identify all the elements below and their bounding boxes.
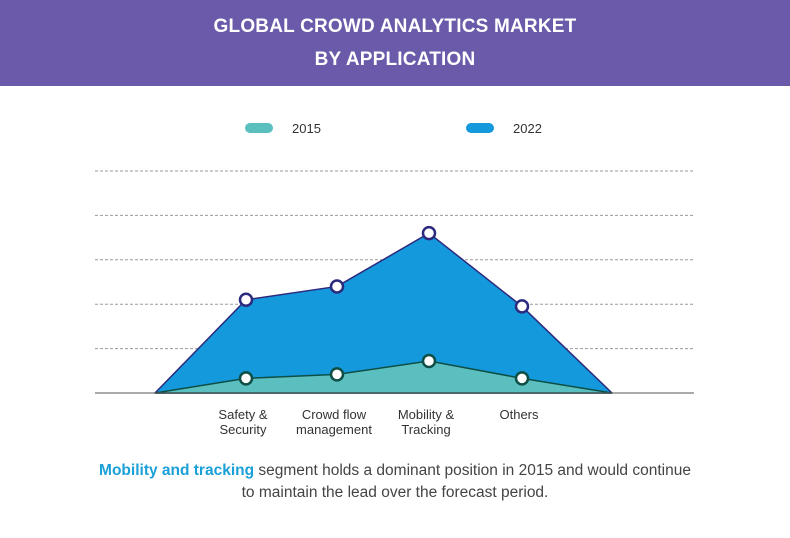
chart-title-line-2: BY APPLICATION <box>314 49 476 70</box>
legend-item-2022: 2022 <box>466 119 542 137</box>
data-point-2015-2 <box>421 353 437 369</box>
footnote-highlight: Mobility and tracking <box>99 462 255 479</box>
data-point-2022-1 <box>329 279 345 294</box>
footnote-text: segment holds a dominant position in 201… <box>241 462 691 501</box>
x-tick-label: Others <box>499 407 539 422</box>
legend-label-2022: 2022 <box>513 120 542 136</box>
x-tick-label: Mobility & Tracking <box>398 407 455 437</box>
x-tick-label: Safety & Security <box>218 407 267 437</box>
data-point-2022-2 <box>421 225 437 241</box>
data-point-2022-0 <box>238 292 254 308</box>
data-point-2015-1 <box>329 367 345 382</box>
x-tick-label: Crowd flow management <box>296 407 372 437</box>
chart-title-line-1: GLOBAL CROWD ANALYTICS MARKET <box>213 16 577 37</box>
chart-header: GLOBAL CROWD ANALYTICS MARKET BY APPLICA… <box>0 0 790 86</box>
legend-swatch-2015 <box>245 123 273 133</box>
legend-label-2015: 2015 <box>292 120 321 136</box>
data-point-2022-3 <box>514 299 530 314</box>
data-point-2015-0 <box>238 371 254 386</box>
legend-swatch-2022 <box>466 123 494 133</box>
legend-item-2015: 2015 <box>245 119 321 137</box>
chart-footnote: Mobility and tracking segment holds a do… <box>95 460 695 504</box>
data-point-2015-3 <box>514 371 530 386</box>
